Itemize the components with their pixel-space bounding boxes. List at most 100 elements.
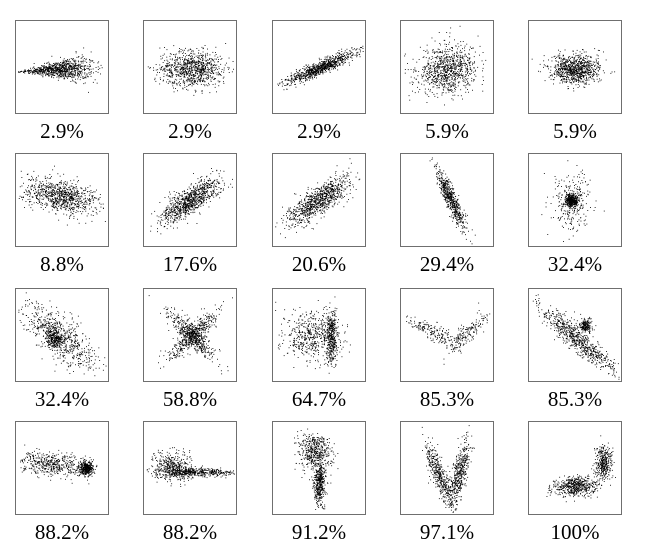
- scatter-point: [451, 63, 452, 65]
- scatter-point: [329, 66, 331, 67]
- scatter-point: [444, 83, 445, 84]
- scatter-point: [428, 74, 430, 76]
- scatter-point: [572, 64, 573, 66]
- scatter-point: [555, 60, 557, 62]
- scatter-point: [424, 66, 425, 68]
- scatter-panel-2: 2.9%: [143, 20, 267, 150]
- scatter-point: [156, 74, 158, 76]
- scatter-point: [51, 67, 52, 69]
- scatter-point: [477, 66, 479, 68]
- scatter-point: [452, 63, 454, 65]
- scatter-point: [290, 72, 292, 74]
- scatter-point: [450, 74, 452, 75]
- scatter-point: [61, 64, 63, 66]
- scatter-point: [437, 74, 439, 76]
- scatter-point: [433, 73, 435, 74]
- scatter-point: [434, 53, 435, 54]
- scatter-point: [562, 64, 564, 66]
- scatter-point: [589, 76, 591, 77]
- scatter-point: [326, 56, 328, 58]
- scatter-point: [330, 65, 332, 67]
- scatter-point: [294, 79, 296, 81]
- scatter-point: [56, 194, 58, 196]
- scatter-point: [27, 70, 29, 71]
- scatter-point: [564, 68, 566, 70]
- scatter-point: [454, 70, 456, 72]
- scatter-point: [460, 66, 462, 68]
- scatter-point: [599, 66, 601, 68]
- scatter-point: [201, 46, 203, 48]
- scatter-point: [568, 70, 569, 71]
- scatter-point: [70, 211, 72, 213]
- scatter-point: [309, 73, 311, 75]
- scatter-point: [63, 192, 65, 194]
- scatter-point: [204, 59, 206, 61]
- scatter-point: [218, 59, 219, 60]
- scatter-point: [588, 66, 589, 68]
- scatter-point: [89, 74, 91, 75]
- scatter-point: [314, 65, 316, 67]
- scatter-point: [57, 198, 58, 200]
- scatter-point: [214, 78, 216, 80]
- scatter-point: [31, 189, 32, 191]
- scatter-point: [467, 70, 468, 72]
- scatter-point: [454, 84, 456, 86]
- scatter-point: [554, 55, 556, 57]
- scatter-point: [470, 61, 472, 63]
- scatter-point: [178, 75, 180, 77]
- scatter-point: [454, 66, 456, 68]
- scatter-point: [559, 74, 561, 75]
- scatter-point: [337, 65, 338, 67]
- scatter-point: [460, 70, 461, 72]
- scatter-point: [425, 57, 427, 59]
- scatter-point: [338, 50, 340, 51]
- scatter-point: [214, 69, 216, 71]
- scatter-point: [454, 68, 456, 70]
- scatter-point: [424, 88, 426, 90]
- scatter-point: [177, 74, 179, 76]
- scatter-point: [302, 71, 303, 73]
- scatter-point: [44, 62, 45, 64]
- scatter-point: [452, 60, 454, 62]
- scatter-point: [35, 70, 37, 72]
- scatter-point: [90, 214, 92, 216]
- scatter-point: [446, 70, 448, 72]
- scatter-point: [444, 68, 446, 70]
- scatter-point: [444, 39, 446, 41]
- scatter-point: [80, 73, 82, 74]
- scatter-point: [455, 66, 457, 68]
- scatter-point: [286, 88, 288, 90]
- scatter-point: [59, 65, 60, 67]
- plot-frame: [15, 153, 109, 247]
- scatter-point: [191, 78, 193, 80]
- scatter-point: [437, 78, 439, 80]
- scatter-point: [164, 68, 166, 70]
- scatter-point: [440, 78, 442, 79]
- scatter-point: [585, 55, 587, 57]
- scatter-point: [305, 67, 307, 69]
- scatter-point: [200, 53, 202, 55]
- scatter-point: [75, 52, 77, 54]
- scatter-point: [91, 196, 93, 198]
- scatter-point: [585, 71, 587, 72]
- scatter-point: [59, 200, 61, 201]
- scatter-point: [583, 82, 585, 84]
- scatter-point: [66, 66, 68, 68]
- scatter-point: [78, 202, 80, 203]
- plot-frame: [15, 20, 109, 114]
- scatter-point: [219, 73, 220, 74]
- scatter-point: [81, 74, 83, 76]
- scatter-point: [48, 193, 50, 194]
- scatter-point: [81, 191, 83, 193]
- scatter-point: [445, 87, 447, 89]
- scatter-point: [218, 74, 220, 76]
- scatter-point: [596, 78, 598, 80]
- scatter-point: [211, 63, 212, 65]
- scatter-point: [461, 73, 463, 75]
- scatter-point: [435, 51, 437, 53]
- scatter-point: [83, 68, 85, 70]
- scatter-point: [573, 73, 575, 75]
- scatter-point: [186, 74, 188, 75]
- scatter-point: [429, 71, 430, 73]
- scatter-point: [290, 77, 292, 79]
